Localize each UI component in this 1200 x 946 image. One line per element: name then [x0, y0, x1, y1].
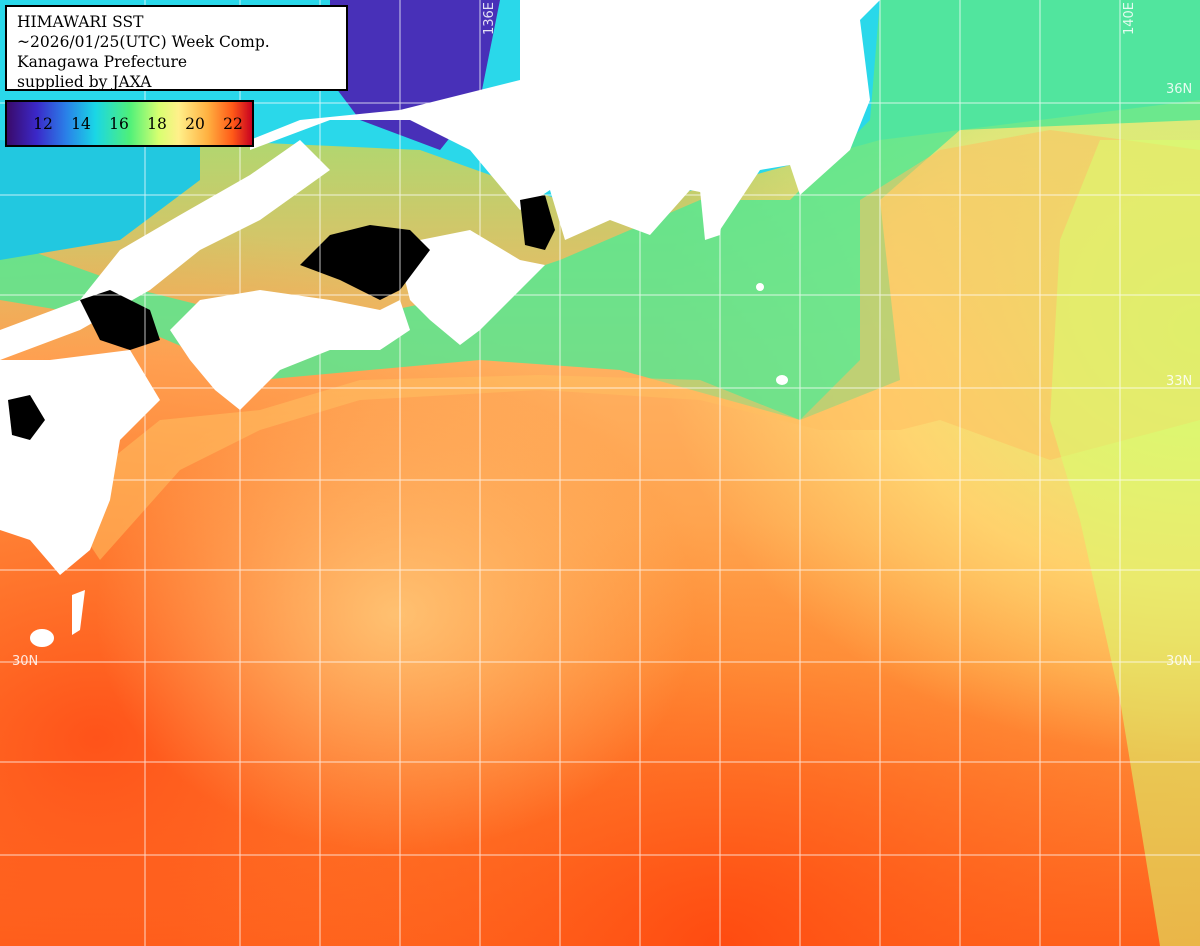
legend-tick-18: 18	[147, 115, 167, 133]
title-box: HIMAWARI SST ~2026/01/25(UTC) Week Comp.…	[5, 5, 348, 91]
izu-island-1	[756, 283, 764, 291]
kii-peninsula-land	[400, 230, 545, 345]
tanegashima-island	[72, 590, 85, 635]
cloud-mask-east	[520, 195, 555, 250]
temperature-legend: 12 14 16 18 20 22	[5, 100, 254, 147]
coastal-green-band	[0, 0, 1200, 420]
lat-label-33-left: 33	[12, 374, 29, 389]
lat-label-30n-left: 30N	[12, 654, 39, 669]
cloud-mask-kyushu	[8, 395, 45, 440]
lat-label-36n: 36N	[1166, 82, 1193, 97]
cloud-mask-seto	[80, 290, 160, 350]
east-cool-edge	[1050, 140, 1200, 946]
legend-tick-12: 12	[33, 115, 53, 133]
legend-tick-22: 22	[223, 115, 243, 133]
lat-label-30n-right: 30N	[1166, 654, 1193, 669]
title-line-1: HIMAWARI SST	[17, 13, 144, 31]
kuroshio-edge	[60, 130, 1200, 560]
lon-label-140e: 140E	[1122, 2, 1137, 36]
legend-tick-14: 14	[71, 115, 91, 133]
izu-peninsula-land	[700, 190, 725, 240]
title-line-3: Kanagawa Prefecture	[17, 53, 188, 71]
title-line-2: ~2026/01/25(UTC) Week Comp.	[17, 33, 270, 51]
title-line-4: supplied by JAXA	[17, 73, 152, 91]
hachijo-island	[776, 375, 788, 385]
shikoku-land	[170, 290, 410, 410]
legend-tick-labels: 12 14 16 18 20 22	[29, 115, 247, 133]
legend-tick-16: 16	[109, 115, 129, 133]
lat-label-33n-right: 33N	[1166, 374, 1193, 389]
sea-of-japan-cold	[0, 140, 200, 260]
legend-tick-20: 20	[185, 115, 205, 133]
cloud-mask-kii	[300, 225, 430, 300]
honshu-land	[250, 0, 880, 240]
kyushu-land	[0, 350, 160, 575]
lon-label-136e: 136E	[482, 2, 497, 36]
yakushima-island	[30, 629, 54, 647]
